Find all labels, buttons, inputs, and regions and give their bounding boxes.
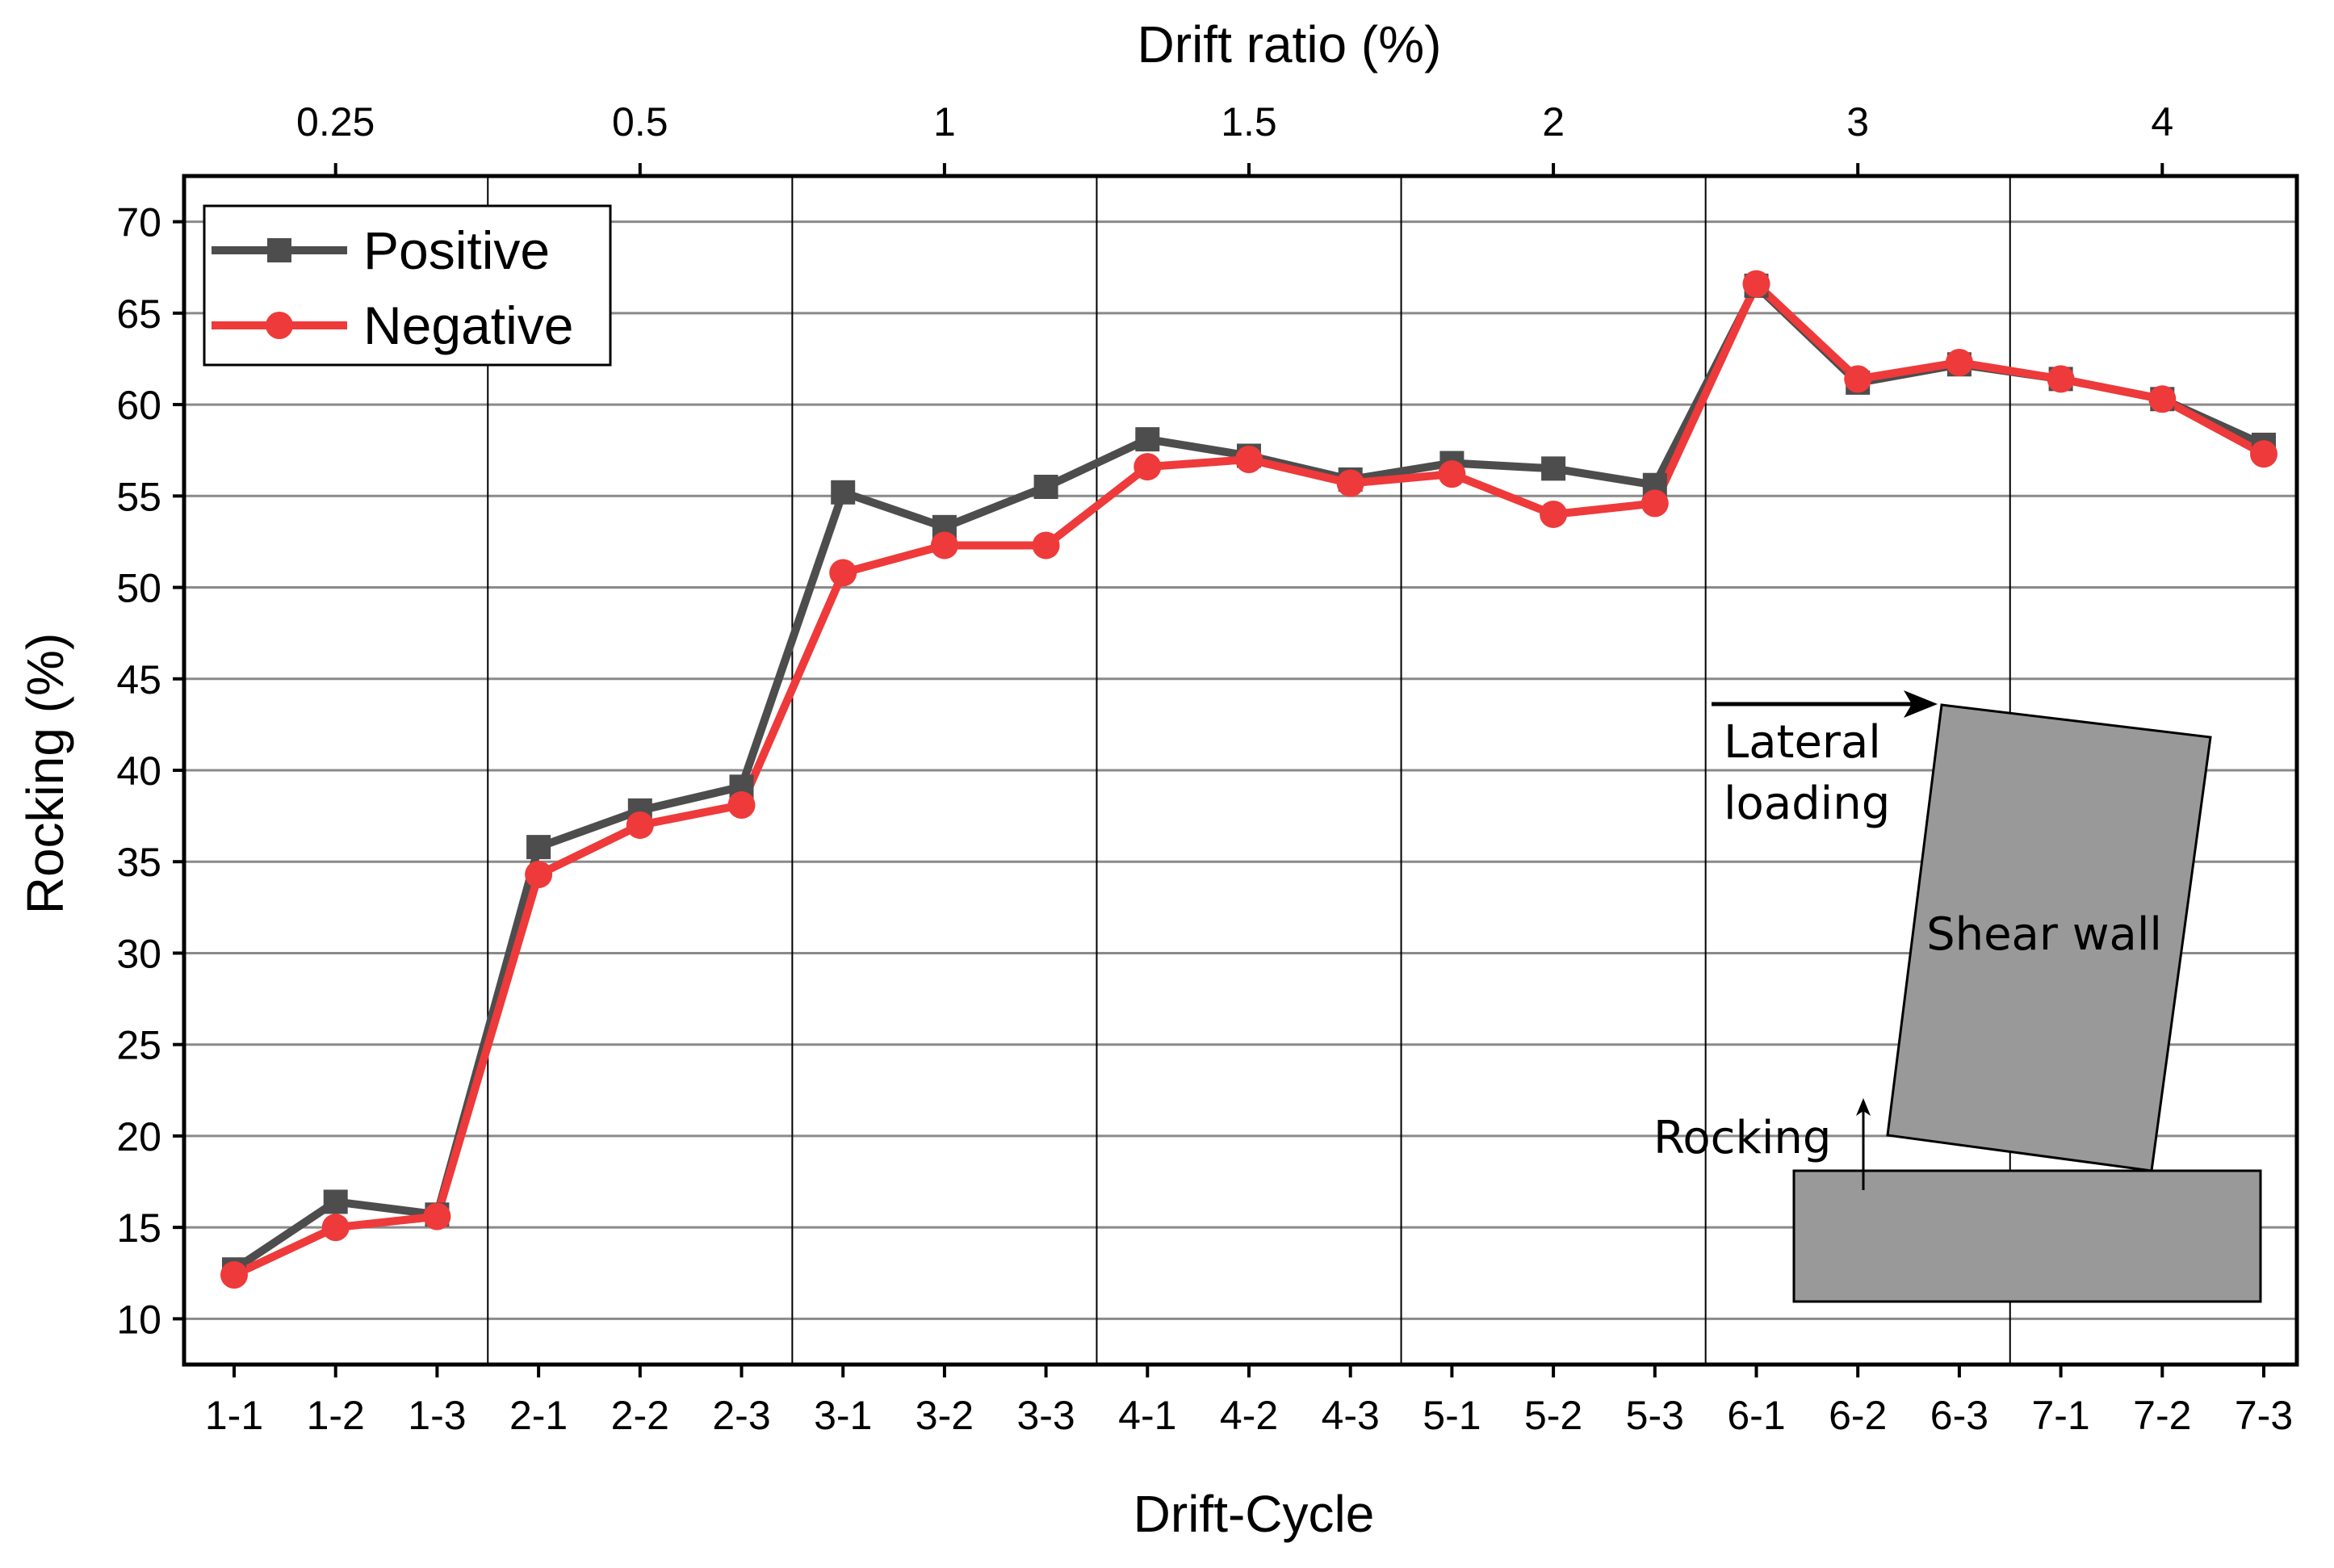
negative-point-6-2 <box>1844 365 1872 393</box>
y-tick-label-50: 50 <box>116 566 161 611</box>
top-axis-title: Drift ratio (%) <box>1138 15 1442 73</box>
negative-point-7-2 <box>2148 385 2177 413</box>
negative-point-3-3 <box>1032 531 1060 560</box>
x-tick-label-6-3: 6-3 <box>1930 1393 1988 1438</box>
x-tick-label-3-3: 3-3 <box>1016 1393 1075 1438</box>
x-tick-label-6-2: 6-2 <box>1829 1393 1887 1438</box>
x-axis-ticks: 1-1 1-2 1-3 2-1 2-2 2-3 3-1 3-2 3-3 4-1 4-2 4-3 5-1 5… <box>205 1365 2293 1438</box>
y-axis-title: Rocking (%) <box>16 633 74 915</box>
negative-point-5-1 <box>1438 460 1466 488</box>
y-tick-label-70: 70 <box>116 200 161 245</box>
shear-wall-body <box>1886 703 2212 1172</box>
negative-point-1-1 <box>220 1261 248 1289</box>
data-series <box>220 270 2277 1289</box>
x-tick-label-2-1: 2-1 <box>509 1393 568 1438</box>
y-tick-label-35: 35 <box>116 840 161 885</box>
positive-point-2-1 <box>526 835 551 860</box>
negative-point-3-2 <box>930 531 958 560</box>
y-tick-label-65: 65 <box>116 291 161 337</box>
negative-point-4-3 <box>1336 469 1364 497</box>
y-tick-label-10: 10 <box>116 1297 161 1342</box>
negative-point-6-1 <box>1742 270 1770 298</box>
y-tick-label-40: 40 <box>116 748 161 794</box>
top-axis-ticks: 0.25 0.5 1 1.5 2 3 4 <box>296 99 2173 176</box>
x-tick-label-5-2: 5-2 <box>1524 1393 1582 1438</box>
x-tick-label-7-2: 7-2 <box>2133 1393 2191 1438</box>
x-tick-label-5-3: 5-3 <box>1626 1393 1684 1438</box>
negative-point-7-3 <box>2250 440 2277 468</box>
lateral-loading-arrowhead <box>1904 690 1938 718</box>
x-tick-label-4-2: 4-2 <box>1220 1393 1278 1438</box>
top-tick-label-2: 1 <box>933 99 956 145</box>
x-tick-label-5-1: 5-1 <box>1423 1393 1481 1438</box>
x-tick-label-6-1: 6-1 <box>1727 1393 1785 1438</box>
x-tick-label-1-3: 1-3 <box>408 1393 466 1438</box>
y-tick-label-45: 45 <box>116 657 161 702</box>
legend-box <box>203 204 612 367</box>
top-tick-label-4: 2 <box>1542 99 1565 145</box>
legend-positive-label: Positive <box>363 220 550 280</box>
negative-point-3-1 <box>829 559 857 587</box>
y-tick-label-55: 55 <box>116 474 161 519</box>
x-tick-label-1-2: 1-2 <box>307 1393 365 1438</box>
legend-positive-marker <box>267 238 291 262</box>
positive-point-3-1 <box>831 480 856 505</box>
shear-wall-schematic: Lateral loading Shear wall Rocking <box>1653 690 2262 1303</box>
negative-point-5-2 <box>1540 500 1568 528</box>
top-tick-label-0: 0.25 <box>296 99 375 145</box>
top-tick-label-6: 4 <box>2151 99 2173 145</box>
legend-negative-label: Negative <box>363 296 574 355</box>
legend-negative-marker <box>266 312 293 339</box>
x-tick-label-3-2: 3-2 <box>916 1393 974 1438</box>
negative-point-2-2 <box>626 811 654 839</box>
lateral-loading-label-line2: loading <box>1724 778 1890 830</box>
negative-point-5-3 <box>1641 489 1669 518</box>
legend: Positive Negative <box>203 204 612 367</box>
y-tick-label-15: 15 <box>116 1205 161 1251</box>
foundation-block <box>1792 1169 2262 1303</box>
y-axis-ticks: 10 15 20 25 30 35 40 45 50 55 60 65 70 <box>116 200 184 1342</box>
negative-point-6-3 <box>1945 348 1973 376</box>
y-tick-label-60: 60 <box>116 383 161 428</box>
y-tick-label-20: 20 <box>116 1114 161 1159</box>
rocking-label: Rocking <box>1653 1112 1831 1164</box>
x-tick-label-2-2: 2-2 <box>611 1393 669 1438</box>
negative-point-2-3 <box>727 791 756 820</box>
x-tick-label-3-1: 3-1 <box>814 1393 872 1438</box>
negative-point-1-3 <box>423 1202 451 1231</box>
y-tick-label-30: 30 <box>116 931 161 976</box>
x-tick-label-4-1: 4-1 <box>1118 1393 1176 1438</box>
top-tick-label-1: 0.5 <box>612 99 668 145</box>
lateral-loading-label-line1: Lateral <box>1724 716 1881 769</box>
negative-point-7-1 <box>2047 365 2075 393</box>
rocking-arrowhead <box>1856 1098 1871 1116</box>
x-axis-title: Drift-Cycle <box>1133 1485 1375 1543</box>
positive-point-5-2 <box>1541 456 1566 481</box>
x-tick-label-1-1: 1-1 <box>205 1393 263 1438</box>
x-tick-label-7-1: 7-1 <box>2031 1393 2089 1438</box>
top-tick-label-5: 3 <box>1846 99 1869 145</box>
y-tick-label-25: 25 <box>116 1023 161 1068</box>
shear-wall-label: Shear wall <box>1926 908 2162 961</box>
negative-point-4-2 <box>1235 446 1263 474</box>
positive-point-3-3 <box>1033 474 1058 499</box>
x-tick-label-7-3: 7-3 <box>2235 1393 2293 1438</box>
top-tick-label-3: 1.5 <box>1221 99 1277 145</box>
negative-point-1-2 <box>321 1214 350 1242</box>
negative-point-4-1 <box>1133 453 1162 481</box>
positive-point-4-1 <box>1135 427 1160 452</box>
negative-point-2-1 <box>525 861 553 889</box>
x-tick-label-2-3: 2-3 <box>712 1393 770 1438</box>
x-tick-label-4-3: 4-3 <box>1322 1393 1380 1438</box>
positive-point-1-2 <box>323 1189 348 1214</box>
